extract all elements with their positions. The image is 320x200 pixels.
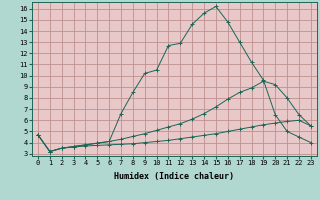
X-axis label: Humidex (Indice chaleur): Humidex (Indice chaleur) — [115, 172, 234, 181]
